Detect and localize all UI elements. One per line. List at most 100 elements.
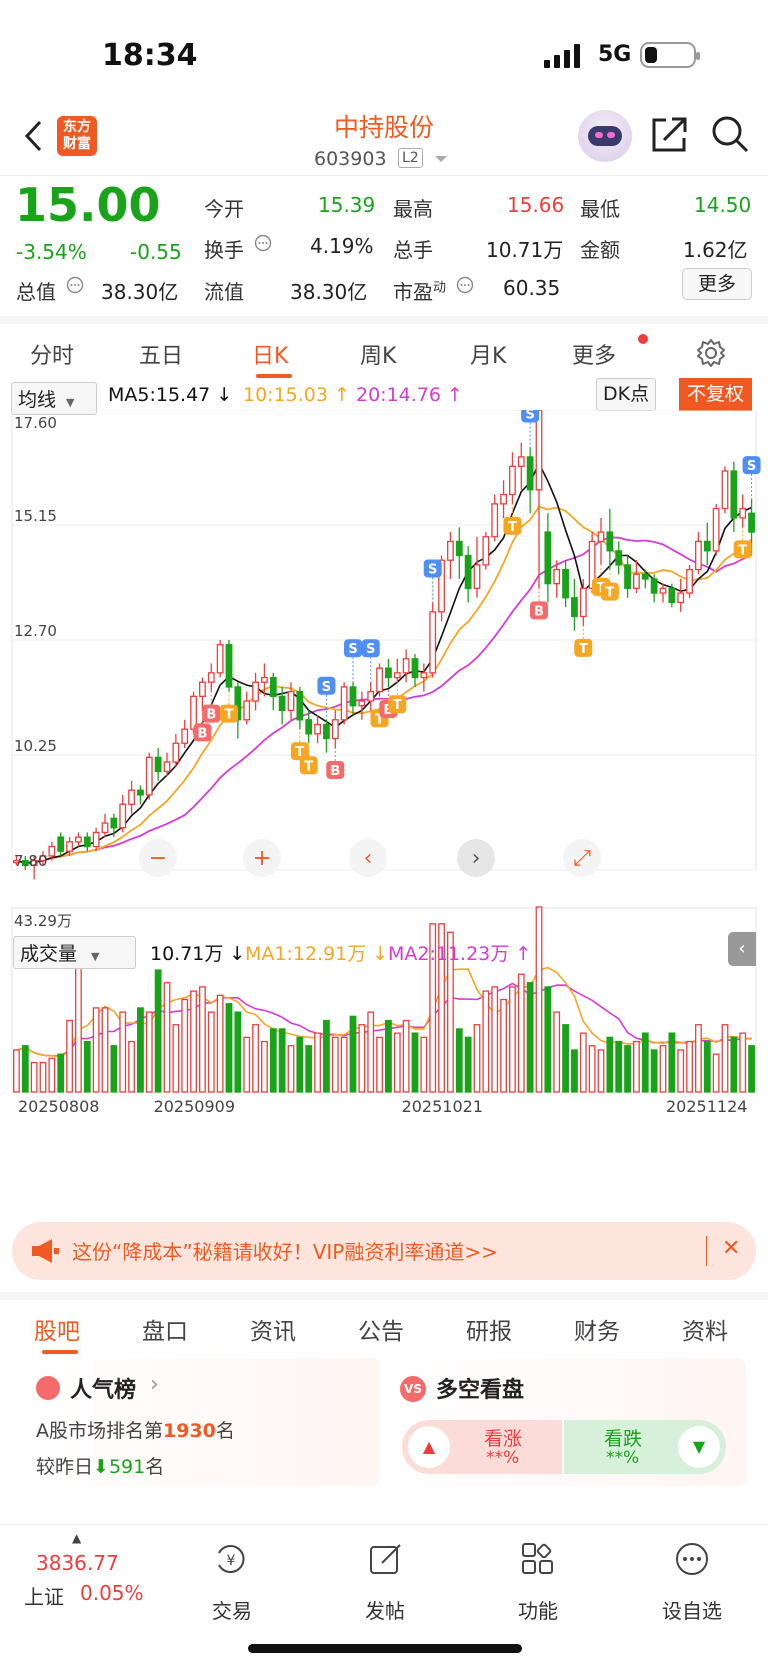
volume-bar-down [296,1036,304,1093]
trade-icon[interactable]: ¥ [213,1541,249,1577]
tab-five-day[interactable]: 五日 [139,344,184,369]
price-tick-label: 12.70 [14,622,57,640]
tab-daily-k[interactable]: 日K [252,344,289,369]
popularity-card[interactable]: 人气榜 › A股市场排名第1930名 较昨日⬇591名 [22,1358,380,1486]
close-icon[interactable]: ✕ [722,1236,741,1261]
functions-label[interactable]: 功能 [518,1599,558,1623]
low-label: 最低 [580,197,620,221]
trade-label[interactable]: 交易 [212,1599,252,1623]
tab-news[interactable]: 资讯 [250,1319,296,1345]
kline-svg[interactable]: BBTTTBSSTBTSSTBSTTTTS 17.6015.1512.7010.… [0,387,768,1210]
index-change[interactable]: 0.05% [80,1581,144,1605]
megaphone-icon [32,1239,59,1263]
chevron-right-icon: › [150,1372,159,1397]
functions-icon[interactable] [520,1541,556,1577]
adjust-mode-button[interactable]: 不复权 [679,378,752,411]
chart-control-button[interactable]: › [457,839,495,877]
candle-up [438,559,445,613]
volume-bar-down [110,1045,118,1093]
bullish-button[interactable]: ▲ 看涨 **% [402,1420,562,1474]
tab-announcements[interactable]: 公告 [358,1319,404,1345]
date-tick-label: 20250808 [18,1097,99,1116]
tab-monthly-k[interactable]: 月K [470,344,507,369]
signal-icon [544,44,586,68]
index-value[interactable]: 3836.77 [36,1551,119,1575]
chevron-down-icon[interactable] [434,154,448,164]
change-amount: -0.55 [130,240,182,264]
tab-profile[interactable]: 资料 [682,1319,728,1345]
post-icon[interactable] [368,1541,404,1577]
volume-bar-down [385,1019,392,1093]
kline-chart[interactable]: BBTTTBSSTBTSSTBSTTTTS 17.6015.1512.7010.… [0,387,768,1210]
ma5-line [16,461,752,864]
current-price: 15.00 [15,178,161,232]
volume-bar-up [473,1024,481,1093]
volume-bar-up [659,1045,667,1093]
candle-down [544,531,552,585]
candle-up [367,690,375,702]
volume-label: 总手 [393,238,433,262]
volume-bar-up [331,1036,339,1093]
chart-control-button[interactable]: ‹ [349,839,387,877]
post-label[interactable]: 发帖 [365,1599,405,1623]
tab-research[interactable]: 研报 [466,1319,512,1345]
info-icon[interactable] [66,276,84,294]
tab-intraday[interactable]: 分时 [30,344,75,369]
candle-up [287,690,295,712]
back-icon[interactable] [22,118,46,154]
share-icon[interactable] [650,114,690,154]
ma20-value: 20:14.76 ↑ [356,384,463,406]
tab-more[interactable]: 更多 [572,344,617,369]
add-watchlist-icon[interactable] [674,1541,710,1577]
chart-control-button[interactable]: − [139,839,177,877]
gear-icon[interactable] [696,338,726,368]
tab-finance[interactable]: 财务 [574,1319,620,1345]
banner-text: 这份“降成本”秘籍请收好！VIP融资利率通道>> [72,1240,498,1264]
info-icon[interactable] [254,234,272,252]
price-tick-label: 17.60 [14,414,57,432]
tab-pankou[interactable]: 盘口 [142,1319,188,1345]
candle-up [721,470,729,510]
volume-bar-up [517,973,525,1093]
assistant-robot-icon[interactable] [578,110,632,162]
candle-down [641,573,649,580]
index-up-arrow-icon: ▲ [72,1531,82,1545]
candle-down [668,587,676,604]
candle-down [83,836,91,848]
bearish-label: 看跌 [604,1428,643,1450]
sentiment-card[interactable]: VS 多空看盘 ▲ 看涨 **% 看跌 **% ▼ [388,1358,746,1486]
chart-control-button[interactable]: + [243,839,281,877]
candle-down [748,512,755,533]
volume-select[interactable]: 成交量 ▼ [13,936,136,969]
info-icon[interactable] [456,276,474,294]
index-name[interactable]: 上证 [24,1585,64,1609]
candle-up [553,568,561,585]
candle-down [526,456,534,491]
chart-control-button[interactable]: ⤢ [563,839,601,877]
bearish-value: **% [606,1448,640,1468]
volume-bar-up [358,1024,366,1093]
watchlist-label[interactable]: 设自选 [662,1599,722,1623]
tab-weekly-k[interactable]: 周K [360,344,397,369]
signal-label: T [508,520,517,535]
signal-badge [202,704,221,723]
promo-banner[interactable]: 这份“降成本”秘籍请收好！VIP融资利率通道>> ✕ [12,1222,756,1280]
candle-down [278,695,286,712]
candle-down [349,686,357,707]
volume-bar-up [686,1040,693,1093]
volume-bar-down [234,1011,242,1093]
dk-point-button[interactable]: DK点 [596,378,657,411]
candle-up [677,592,685,604]
signal-label: T [738,543,747,558]
collapse-panel-button[interactable]: ‹ [728,932,756,966]
bearish-button[interactable]: 看跌 **% ▼ [564,1420,726,1474]
banner-divider [706,1236,707,1266]
more-button[interactable]: 更多 [682,268,752,300]
signal-label: T [304,759,313,774]
volume-bar-down [83,1040,91,1093]
level2-badge[interactable]: L2 [398,148,423,168]
tab-guba[interactable]: 股吧 [34,1319,80,1345]
volume-bar-up [447,931,454,1093]
search-icon[interactable] [710,114,750,154]
volume-bar-down [650,1049,658,1093]
